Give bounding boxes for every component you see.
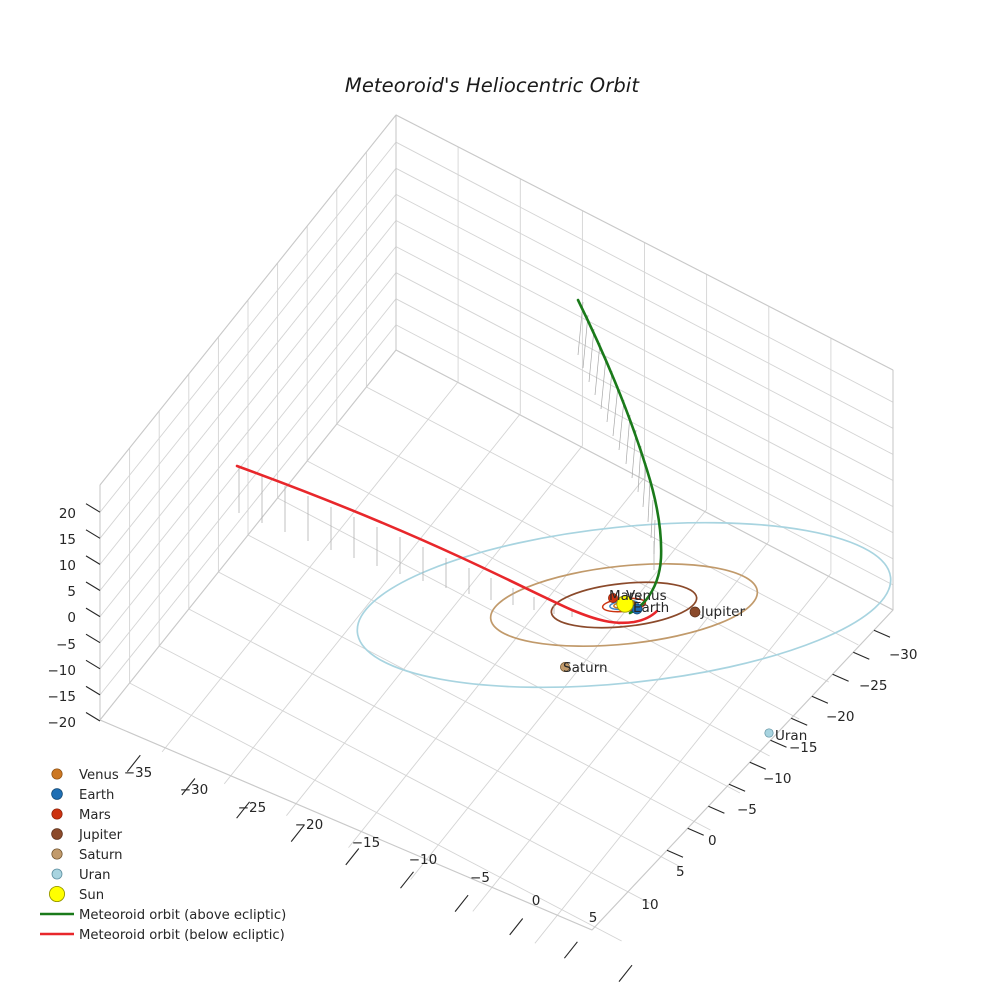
- legend-item-mars[interactable]: Mars: [51, 808, 111, 823]
- legend-label: Sun: [79, 888, 104, 903]
- x-axis-ticks: [126, 754, 633, 982]
- orbit-ring-saturn: [489, 562, 759, 648]
- legend-label: Saturn: [79, 848, 123, 863]
- legend-label: Earth: [79, 788, 114, 803]
- y-axis-tick-labels: −30 −25 −20 −15 −10 −5 0 5: [676, 647, 918, 880]
- planet-mars: [608, 593, 618, 603]
- grid-right-wall: [395, 141, 894, 586]
- legend: Venus Earth Mars Jupiter Saturn Uran: [40, 768, 286, 943]
- svg-text:−15: −15: [48, 689, 77, 705]
- venus-icon: [51, 768, 63, 780]
- planet-uran: [764, 728, 774, 738]
- svg-text:−10: −10: [48, 663, 77, 679]
- legend-label: Mars: [79, 808, 111, 823]
- legend-label: Meteoroid orbit (below ecliptic): [79, 928, 285, 943]
- x-axis-tick-labels: −35 −30 −25 −20 −15 −10 −5 0 5 10: [124, 765, 659, 926]
- svg-text:−5: −5: [56, 637, 76, 653]
- z-axis-tick-labels: −20 −15 −10 −5 0 5 10 15 20: [48, 506, 77, 731]
- legend-item-venus[interactable]: Venus: [51, 768, 119, 783]
- sun-marker: [616, 595, 634, 613]
- svg-text:−35: −35: [124, 765, 153, 781]
- svg-text:5: 5: [589, 910, 598, 926]
- svg-text:−5: −5: [737, 802, 757, 818]
- jupiter-icon: [51, 828, 63, 840]
- planet-orbit-rings: [356, 521, 892, 689]
- svg-text:−10: −10: [763, 771, 792, 787]
- label-venus: Venus: [626, 588, 667, 604]
- label-uran: Uran: [775, 728, 807, 744]
- legend-item-meteoroid-below[interactable]: Meteoroid orbit (below ecliptic): [40, 928, 285, 943]
- mars-icon: [51, 808, 63, 820]
- label-jupiter: Jupiter: [700, 604, 745, 620]
- legend-item-earth[interactable]: Earth: [51, 788, 115, 803]
- grid-left-wall: [99, 141, 397, 696]
- svg-text:−25: −25: [859, 678, 888, 694]
- uran-icon: [51, 868, 63, 880]
- planet-jupiter: [689, 606, 701, 618]
- y-axis-ticks: [666, 629, 891, 858]
- earth-icon: [51, 788, 63, 800]
- label-mars: Mars: [609, 588, 642, 604]
- page-title: Meteoroid's Heliocentric Orbit: [344, 74, 640, 97]
- legend-label: Venus: [79, 768, 119, 783]
- svg-text:0: 0: [708, 833, 717, 849]
- legend-item-uran[interactable]: Uran: [51, 868, 111, 883]
- planet-saturn: [560, 662, 570, 672]
- legend-item-jupiter[interactable]: Jupiter: [51, 828, 123, 843]
- svg-text:0: 0: [532, 893, 541, 909]
- label-earth: Earth: [633, 600, 669, 616]
- svg-text:−10: −10: [409, 852, 438, 868]
- planet-markers: [560, 593, 774, 738]
- svg-text:10: 10: [641, 897, 658, 913]
- legend-label: Meteoroid orbit (above ecliptic): [79, 908, 286, 923]
- meteoroid-stems-red: [238, 466, 573, 617]
- svg-text:−30: −30: [180, 782, 209, 798]
- svg-text:15: 15: [59, 532, 76, 548]
- saturn-icon: [51, 848, 63, 860]
- svg-text:0: 0: [67, 610, 76, 626]
- meteoroid-track-below-ecliptic: [235, 464, 659, 625]
- z-axis-ticks: [85, 503, 101, 722]
- orbit-ring-jupiter: [550, 581, 698, 629]
- meteoroid-stems-green: [577, 301, 656, 570]
- svg-text:−20: −20: [295, 817, 324, 833]
- point-labels: Mars Venus Earth Jupiter Saturn Uran: [563, 588, 807, 744]
- svg-text:−20: −20: [826, 709, 855, 725]
- legend-item-saturn[interactable]: Saturn: [51, 848, 123, 863]
- meteoroid-track-above-ecliptic: [576, 298, 663, 615]
- svg-text:5: 5: [67, 584, 76, 600]
- legend-label: Jupiter: [78, 828, 123, 843]
- orbit-ring-uran: [356, 521, 892, 689]
- axes-box-edges: [99, 114, 894, 931]
- svg-text:−15: −15: [789, 740, 818, 756]
- svg-text:−5: −5: [470, 870, 490, 886]
- svg-text:−20: −20: [48, 715, 77, 731]
- legend-label: Uran: [79, 868, 111, 883]
- svg-text:10: 10: [59, 558, 76, 574]
- svg-text:5: 5: [676, 864, 685, 880]
- sun-icon: [48, 885, 66, 903]
- legend-item-sun[interactable]: Sun: [48, 885, 104, 903]
- svg-text:20: 20: [59, 506, 76, 522]
- legend-item-meteoroid-above[interactable]: Meteoroid orbit (above ecliptic): [40, 908, 286, 923]
- grid-floor: [129, 381, 859, 944]
- svg-text:−25: −25: [238, 800, 267, 816]
- svg-text:−15: −15: [352, 835, 381, 851]
- label-saturn: Saturn: [563, 660, 608, 676]
- svg-text:−30: −30: [889, 647, 918, 663]
